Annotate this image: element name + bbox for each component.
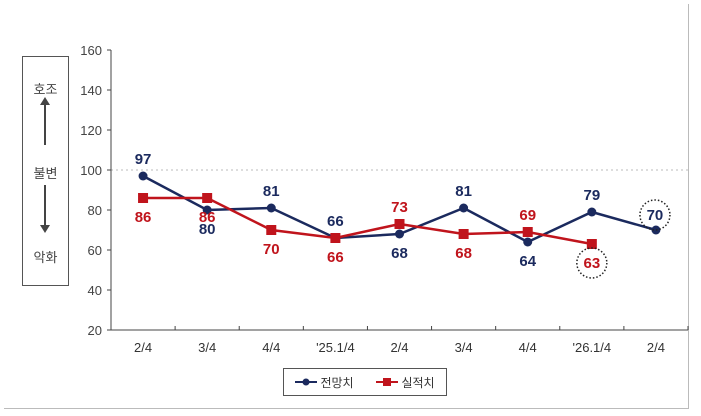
- actual-data-label: 86: [199, 209, 216, 226]
- forecast-data-label: 64: [519, 253, 536, 270]
- forecast-point: [395, 229, 404, 239]
- forecast-point: [202, 205, 212, 215]
- sentiment-scale-box: 호조 불변 악화: [22, 56, 69, 286]
- x-tick-label: '26.1/4: [573, 340, 612, 355]
- scale-middle-label: 불변: [33, 166, 58, 181]
- arrow-up-head-icon: [40, 97, 50, 105]
- forecast-data-label: 80: [199, 221, 216, 238]
- chart-frame: [4, 4, 689, 409]
- legend-item-forecast: 전망치: [295, 374, 354, 391]
- legend-item-actual: 실적치: [376, 374, 435, 391]
- x-tick-label: 3/4: [198, 340, 216, 355]
- x-tick-label: 2/4: [647, 340, 665, 355]
- y-tick-label: 80: [88, 203, 102, 218]
- x-tick-label: 4/4: [262, 340, 280, 355]
- legend: 전망치 실적치: [283, 368, 447, 396]
- actual-data-label: 70: [263, 241, 280, 258]
- y-tick-label: 40: [88, 283, 102, 298]
- y-tick-label: 60: [88, 243, 102, 258]
- x-tick-label: 4/4: [519, 340, 537, 355]
- x-tick-label: '25.1/4: [316, 340, 355, 355]
- y-tick-label: 160: [80, 43, 102, 58]
- actual-point: [458, 229, 469, 239]
- forecast-point: [459, 203, 469, 213]
- scale-bottom-label: 악화: [33, 250, 58, 265]
- forecast-data-label: 81: [455, 183, 472, 200]
- actual-data-label: 86: [135, 209, 152, 226]
- forecast-data-label: 81: [263, 183, 280, 200]
- scale-top-label: 호조: [33, 82, 58, 97]
- legend-label-forecast: 전망치: [320, 375, 354, 390]
- y-tick-label: 120: [80, 123, 102, 138]
- x-tick-label: 2/4: [134, 340, 152, 355]
- actual-point: [202, 193, 213, 203]
- actual-data-label: 63: [583, 255, 600, 272]
- forecast-data-label: 79: [583, 187, 600, 204]
- series-line-actual: [143, 196, 593, 246]
- arrow-down-head-icon: [40, 225, 50, 233]
- actual-point: [266, 225, 277, 235]
- y-tick-label: 100: [80, 163, 102, 178]
- actual-data-label: 66: [327, 249, 344, 266]
- highlight-circle: [576, 247, 608, 279]
- actual-data-label: 68: [455, 245, 472, 262]
- legend-label-actual: 실적치: [401, 375, 435, 390]
- highlight-circle: [639, 199, 671, 231]
- x-tick-label: 2/4: [390, 340, 408, 355]
- y-tick-label: 20: [88, 323, 102, 338]
- x-tick-label: 3/4: [455, 340, 473, 355]
- actual-point: [138, 193, 149, 203]
- actual-data-label: 73: [391, 199, 408, 216]
- forecast-data-label: 68: [391, 245, 408, 262]
- forecast-point: [138, 171, 148, 181]
- arrow-up-icon: [44, 103, 46, 145]
- forecast-point: [266, 203, 276, 213]
- actual-point: [522, 227, 533, 237]
- forecast-point: [523, 237, 533, 247]
- actual-point: [394, 219, 405, 229]
- actual-data-label: 69: [519, 207, 536, 224]
- arrow-down-icon: [44, 185, 46, 227]
- actual-point: [586, 239, 597, 249]
- forecast-data-label: 97: [135, 151, 152, 168]
- y-tick-label: 140: [80, 83, 102, 98]
- actual-point: [330, 233, 341, 243]
- forecast-data-label: 66: [327, 213, 344, 230]
- forecast-point: [587, 207, 597, 217]
- forecast-data-label: 70: [647, 207, 664, 224]
